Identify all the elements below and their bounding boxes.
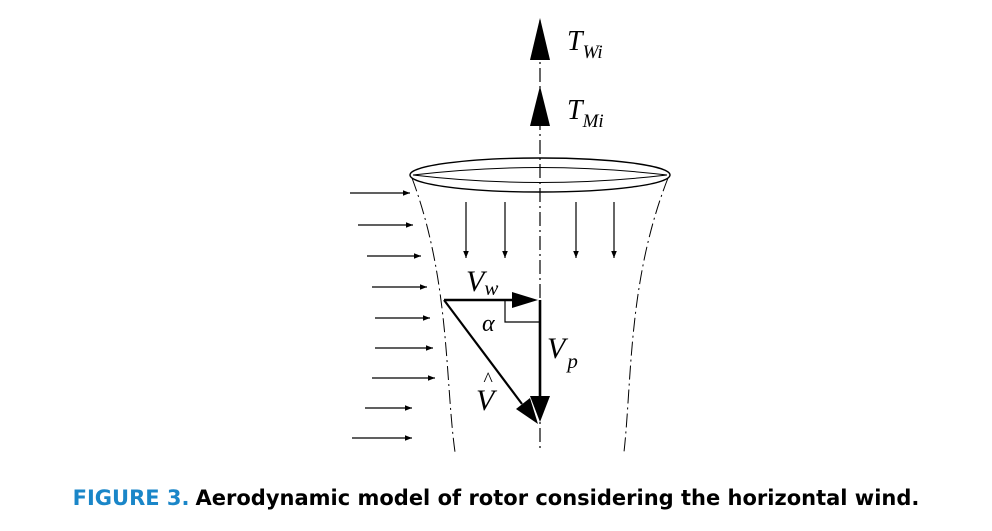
thrust-label-wi: TWi <box>567 26 603 63</box>
slipstream-boundary-right <box>623 177 669 453</box>
thrust-arrow-mi <box>530 86 550 126</box>
thrust-arrow-wi <box>530 18 550 60</box>
vhat-label: V <box>476 384 498 417</box>
right-angle-marker <box>504 300 540 323</box>
vhat-vector <box>443 299 523 405</box>
caption-text: Aerodynamic model of rotor considering t… <box>195 486 920 510</box>
figure-caption: FIGURE 3. Aerodynamic model of rotor cons… <box>0 486 992 510</box>
horizontal-wind-arrows <box>350 190 435 441</box>
slipstream-boundary-left <box>411 177 456 453</box>
thrust-label-mi: TMi <box>567 95 604 132</box>
vhat-arrowhead <box>516 398 538 424</box>
vp-label: Vp <box>547 332 578 373</box>
figure-number: FIGURE 3. <box>72 486 190 510</box>
induced-flow-arrows <box>463 202 617 258</box>
vw-label: Vw <box>466 265 498 300</box>
velocity-triangle <box>443 292 550 424</box>
vw-arrowhead <box>512 292 538 308</box>
vhat-accent: ^ <box>483 369 493 391</box>
vp-arrowhead <box>530 396 550 422</box>
rotor-disk <box>409 157 671 193</box>
alpha-label: α <box>482 311 495 337</box>
rotor-aerodynamic-diagram: TWi TMi <box>350 18 671 453</box>
